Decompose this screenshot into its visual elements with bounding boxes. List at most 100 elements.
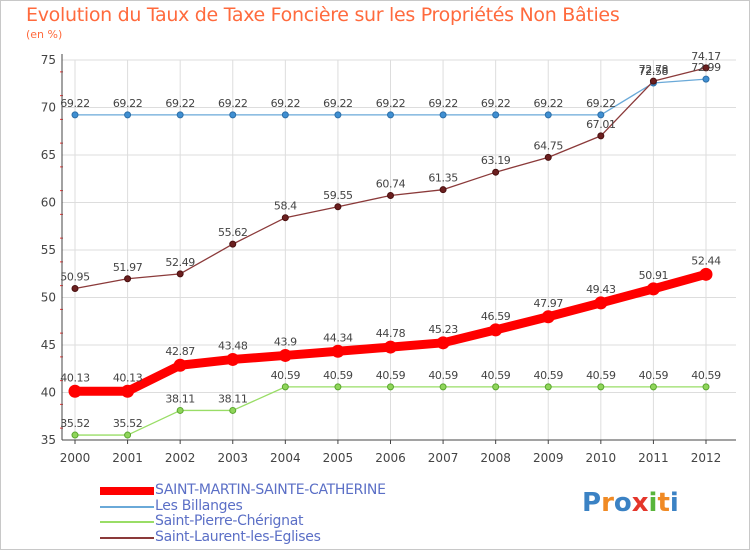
- x-tick-label-2002: 2002: [165, 451, 196, 465]
- series-2-point-2002: [176, 406, 184, 414]
- x-tick-label-2003: 2003: [217, 451, 248, 465]
- series-2-data-label-2007: 40.59: [428, 369, 458, 382]
- y-axis-unit: (en %): [26, 28, 63, 41]
- y-tick-label-45: 45: [41, 338, 56, 352]
- series-3-point-2009: [544, 153, 552, 161]
- x-tick-label-2011: 2011: [638, 451, 669, 465]
- series-2-point-2011: [649, 383, 657, 391]
- series-1-data-label-2004: 69.22: [271, 97, 301, 110]
- series-3-point-2002: [176, 270, 184, 278]
- series-2-point-2003: [229, 406, 237, 414]
- series-0-data-label-2006: 44.78: [376, 327, 406, 340]
- series-3-data-label-2002: 52.49: [165, 256, 195, 269]
- series-3-data-label-2005: 59.55: [323, 189, 353, 202]
- series-1-data-label-2010: 69.22: [586, 97, 616, 110]
- series-1-point-2003: [229, 111, 237, 119]
- series-0-point-2002: [173, 358, 187, 372]
- series-2-point-2006: [387, 383, 394, 391]
- series-1-data-label-2002: 69.22: [165, 97, 195, 110]
- series-2-point-2012: [702, 383, 710, 391]
- series-2-data-label-2012: 40.59: [691, 369, 721, 382]
- series-3-data-label-2000: 50.95: [60, 270, 90, 283]
- series-2-data-label-2004: 40.59: [271, 369, 301, 382]
- y-tick-label-60: 60: [41, 196, 56, 210]
- series-1-data-label-2001: 69.22: [113, 97, 143, 110]
- series-1-point-2010: [597, 111, 605, 119]
- series-2-point-2007: [439, 383, 447, 391]
- series-0-point-2001: [121, 384, 135, 398]
- series-3-point-2003: [229, 240, 237, 248]
- series-0-point-2003: [226, 352, 240, 366]
- series-2-data-label-2003: 38.11: [218, 392, 248, 405]
- series-3-data-label-2004: 58.4: [274, 200, 297, 213]
- series-3-point-2008: [492, 168, 500, 176]
- series-1-point-2004: [281, 111, 289, 119]
- series-0-point-2010: [594, 296, 608, 310]
- y-tick-label-50: 50: [41, 291, 56, 305]
- series-1-data-label-2003: 69.22: [218, 97, 248, 110]
- series-0-data-label-2007: 45.23: [428, 323, 458, 336]
- series-3-point-2005: [334, 203, 342, 211]
- legend-swatch: [100, 505, 154, 508]
- series-0-data-label-2009: 47.97: [534, 297, 564, 310]
- series-1-point-2005: [334, 111, 342, 119]
- y-tick-label-55: 55: [41, 243, 56, 257]
- series-0-point-2011: [646, 282, 660, 296]
- series-1-point-2006: [387, 111, 394, 119]
- x-tick-label-2004: 2004: [270, 451, 301, 465]
- series-2-point-2009: [544, 383, 552, 391]
- x-tick-label-2000: 2000: [60, 451, 91, 465]
- series-3-data-label-2009: 64.75: [534, 139, 564, 152]
- series-0-point-2009: [541, 310, 555, 324]
- series-2-data-label-2009: 40.59: [534, 369, 564, 382]
- series-3-point-2000: [71, 284, 79, 292]
- proxiti-logo: Proxiti: [582, 488, 679, 518]
- series-0-data-label-2003: 43.48: [218, 339, 248, 352]
- y-tick-label-35: 35: [41, 433, 56, 447]
- series-1-point-2007: [439, 111, 447, 119]
- series-0-data-label-2001: 40.13: [113, 371, 143, 384]
- series-3-data-label-2012: 74.17: [691, 50, 721, 63]
- series-2-data-label-2011: 40.59: [639, 369, 669, 382]
- series-2-data-label-2001: 35.52: [113, 417, 143, 430]
- series-2-point-2010: [597, 383, 605, 391]
- series-2-point-2000: [71, 431, 79, 439]
- series-3-data-label-2011: 72.78: [639, 63, 669, 76]
- series-0-point-2004: [278, 348, 292, 362]
- series-0-point-2007: [436, 336, 450, 350]
- series-0-point-2000: [68, 384, 82, 398]
- series-3-data-label-2010: 67.01: [586, 118, 616, 131]
- series-3-data-label-2007: 61.35: [428, 172, 458, 185]
- series-3-data-label-2003: 55.62: [218, 226, 248, 239]
- series-1-data-label-2009: 69.22: [534, 97, 564, 110]
- series-1-point-2009: [544, 111, 552, 119]
- series-3-point-2011: [649, 77, 657, 85]
- series-3-point-2004: [281, 214, 289, 222]
- legend-label: Les Billanges: [155, 497, 243, 514]
- series-2-data-label-2008: 40.59: [481, 369, 511, 382]
- legend-label: SAINT-MARTIN-SAINTE-CATHERINE: [155, 482, 386, 498]
- y-tick-label-40: 40: [41, 386, 56, 400]
- series-0-data-label-2002: 42.87: [165, 345, 195, 358]
- x-tick-label-2006: 2006: [375, 451, 406, 465]
- series-2-data-label-2010: 40.59: [586, 369, 616, 382]
- series-3-point-2007: [439, 186, 447, 194]
- x-tick-label-2005: 2005: [323, 451, 354, 465]
- series-0-point-2008: [489, 323, 503, 337]
- series-2-data-label-2006: 40.59: [376, 369, 406, 382]
- series-1-data-label-2008: 69.22: [481, 97, 511, 110]
- x-tick-label-2012: 2012: [691, 451, 722, 465]
- series-1-data-label-2005: 69.22: [323, 97, 353, 110]
- y-tick-label-65: 65: [41, 148, 56, 162]
- series-0-data-label-2008: 46.59: [481, 310, 511, 323]
- x-tick-label-2009: 2009: [533, 451, 564, 465]
- series-1-data-label-2000: 69.22: [60, 97, 90, 110]
- series-0-point-2012: [699, 267, 713, 281]
- series-2-point-2001: [124, 431, 132, 439]
- series-2-point-2008: [492, 383, 500, 391]
- series-1-point-2012: [702, 75, 710, 83]
- legend-swatch: [100, 487, 154, 495]
- series-2-point-2004: [281, 383, 289, 391]
- series-1-data-label-2011: 72.58: [639, 65, 669, 78]
- series-1-data-label-2012: 72.99: [691, 61, 721, 74]
